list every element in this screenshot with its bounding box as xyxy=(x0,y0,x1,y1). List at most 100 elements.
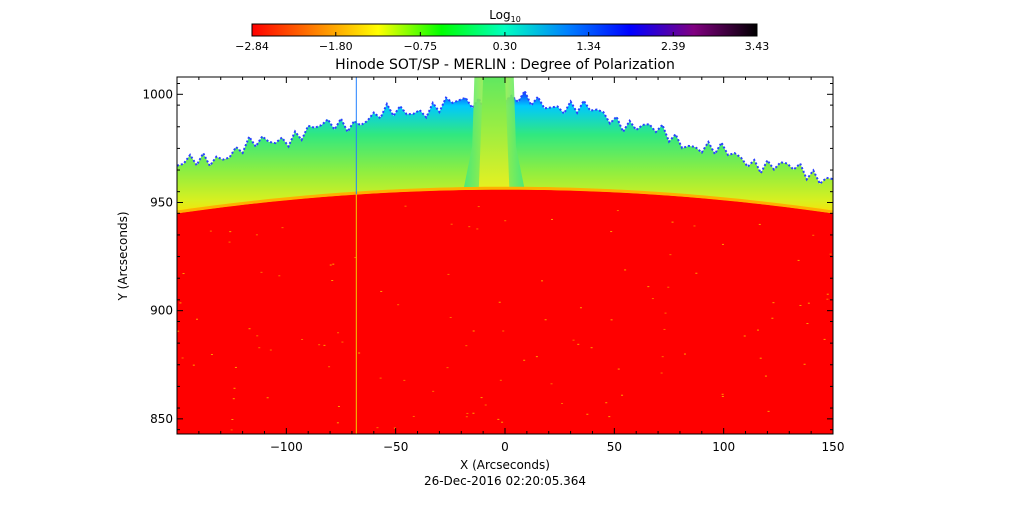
disk-speckle xyxy=(498,301,501,303)
disk-speckle xyxy=(329,264,332,266)
disk-speckle xyxy=(230,429,233,431)
disk-speckle xyxy=(447,273,450,275)
disk-speckle xyxy=(210,354,213,356)
disk-speckle xyxy=(661,356,664,358)
chart-title: Hinode SOT/SP - MERLIN : Degree of Polar… xyxy=(335,57,675,73)
disk-speckle xyxy=(229,231,232,233)
disk-speckle xyxy=(651,298,654,300)
disk-speckle xyxy=(550,218,553,220)
disk-speckle xyxy=(209,230,212,232)
disk-speckle xyxy=(380,290,383,292)
y-tick-label: 900 xyxy=(150,304,173,318)
disk-speckle xyxy=(772,302,775,304)
disk-speckle xyxy=(610,319,613,321)
disk-speckle xyxy=(561,402,564,404)
disk-speckle xyxy=(579,307,582,309)
disk-speckle xyxy=(468,226,471,228)
disk-speckle xyxy=(337,405,340,407)
disk-speckle xyxy=(179,302,182,304)
disk-speckle xyxy=(484,404,487,406)
colorbar-tick-label: −0.75 xyxy=(403,40,437,53)
disk-speckle xyxy=(693,225,696,227)
disk-speckle xyxy=(616,210,619,212)
disk-speckle xyxy=(404,205,407,207)
disk-speckle xyxy=(797,259,800,261)
disk-speckle xyxy=(301,338,304,340)
y-tick-label: 1000 xyxy=(142,87,173,101)
disk-speckle xyxy=(764,375,767,377)
disk-speckle xyxy=(759,357,762,359)
disk-speckle xyxy=(683,353,686,355)
disk-speckle xyxy=(647,286,650,288)
disk-speckle xyxy=(195,318,198,320)
disk-speckle xyxy=(379,377,382,379)
disk-speckle xyxy=(393,427,396,429)
disk-speckle xyxy=(624,269,627,271)
disk-speckle xyxy=(177,330,180,332)
disk-speckle xyxy=(806,323,809,325)
disk-speckle xyxy=(182,273,185,275)
disk-speckle xyxy=(590,347,593,349)
disk-speckle xyxy=(332,263,335,265)
disk-speckle xyxy=(826,293,829,295)
disk-speckle xyxy=(743,335,746,337)
x-tick-label: 50 xyxy=(607,440,622,454)
disk-speckle xyxy=(572,339,575,341)
y-axis-label: Y (Arcseconds) xyxy=(116,211,130,301)
disk-speckle xyxy=(234,366,237,368)
disk-speckle xyxy=(341,341,344,343)
disk-speckle xyxy=(412,415,415,417)
x-tick-label: −100 xyxy=(270,440,303,454)
disk-speckle xyxy=(476,228,479,230)
colorbar-tick-label: −2.84 xyxy=(235,40,269,53)
disk-speckle xyxy=(278,275,281,277)
disk-speckle xyxy=(331,280,334,282)
disk-speckles xyxy=(177,205,832,434)
disk-speckle xyxy=(465,345,468,347)
disk-speckle xyxy=(449,316,452,318)
disk-speckle xyxy=(192,364,195,366)
disk-speckle xyxy=(328,366,331,368)
disk-speckle xyxy=(664,312,667,314)
disk-speckle xyxy=(663,328,666,330)
disk-speckle xyxy=(376,427,379,429)
disk-speckle xyxy=(323,344,326,346)
colorbar-tick-label: 1.34 xyxy=(576,40,601,53)
disk-speckle xyxy=(497,418,500,420)
disk-speckle xyxy=(721,395,724,397)
disk-speckle xyxy=(465,416,468,418)
disk-speckle xyxy=(432,390,435,392)
colorbar-ticks: −2.84 −1.80 −0.75 0.30 1.34 2.39 3.43 xyxy=(235,32,769,53)
date-label: 26-Dec-2016 02:20:05.364 xyxy=(424,474,586,488)
disk-speckle xyxy=(255,234,258,236)
disk-speckle xyxy=(523,359,526,361)
disk-speckle xyxy=(281,227,284,229)
disk-speckle xyxy=(608,416,611,418)
disk-speckle xyxy=(807,302,810,304)
disk-speckle xyxy=(450,223,453,225)
disk-speckle xyxy=(472,330,475,332)
disk-speckle xyxy=(610,231,613,233)
disk-speckle xyxy=(446,367,449,369)
disk-speckle xyxy=(336,422,339,424)
disk-speckle xyxy=(477,206,480,208)
colorbar-tick-label: 3.43 xyxy=(745,40,770,53)
disk-speckle xyxy=(228,241,231,243)
disk-speckle xyxy=(826,298,829,300)
disk-speckle xyxy=(248,328,251,330)
disk-speckle xyxy=(232,398,235,400)
disk-speckle xyxy=(829,253,832,255)
disk-speckle xyxy=(466,412,469,414)
disk-speckle xyxy=(354,257,357,259)
disk-speckle xyxy=(660,372,663,374)
disk-speckle xyxy=(771,317,774,319)
disk-speckle xyxy=(721,243,724,245)
disk-speckle xyxy=(231,419,234,421)
x-tick-label: 0 xyxy=(501,440,509,454)
disk-speckle xyxy=(605,402,608,404)
disk-speckle xyxy=(617,368,620,370)
x-tick-label: 150 xyxy=(822,440,845,454)
disk-speckle xyxy=(269,349,272,351)
disk-speckle xyxy=(550,383,553,385)
polar-jet-core xyxy=(478,77,510,190)
